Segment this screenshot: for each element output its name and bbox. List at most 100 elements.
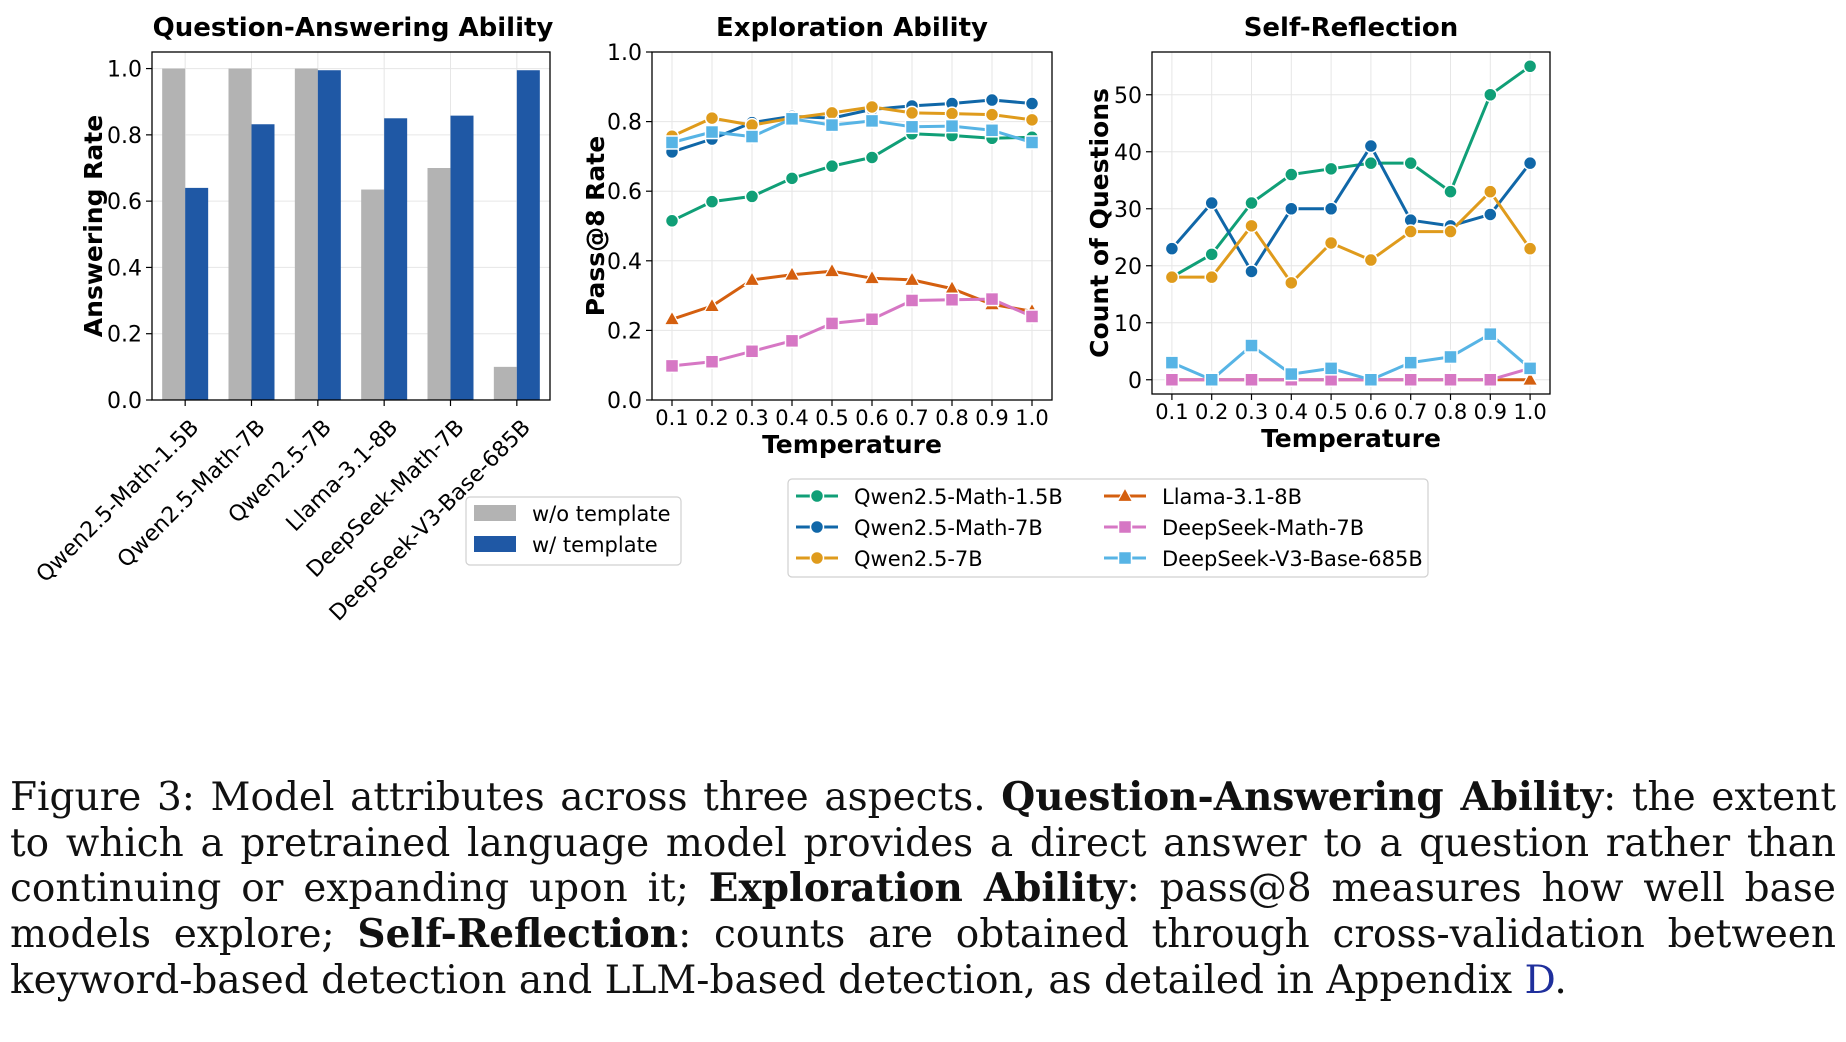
data-point	[904, 119, 920, 135]
y-tick-label: 0.8	[107, 124, 142, 149]
data-point	[863, 268, 881, 285]
legend-marker	[1117, 550, 1133, 566]
y-tick-label: 0.0	[107, 389, 142, 414]
data-point	[1363, 372, 1379, 387]
legend-label: w/o template	[532, 502, 671, 526]
x-tick-label: 0.4	[1275, 400, 1308, 424]
data-point	[1522, 241, 1538, 256]
data-point	[823, 262, 841, 278]
legend-swatch	[474, 505, 516, 521]
data-point	[1443, 224, 1458, 239]
data-point	[1403, 224, 1418, 239]
figure-3-panels: Qwen2.5-Math-1.5B Qwen2.5-Math-7B Qwen2.5-…	[32, 13, 1551, 626]
appendix-link[interactable]: D	[1524, 957, 1555, 1003]
chart-exploration-ability: 0.0 0.2 0.4 0.6 0.8 1.0 0.1 0.2 0.3 0.4 0.5 0.6 0.7 0…	[581, 13, 1053, 459]
data-point	[1204, 195, 1219, 211]
data-point	[1363, 155, 1379, 171]
bar-w-template	[251, 124, 275, 400]
line-legend: Qwen2.5-Math-1.5B Qwen2.5-Math-7B Qwen2.5-…	[787, 478, 1429, 578]
data-point	[1443, 349, 1458, 365]
y-tick-label: 0.2	[607, 319, 642, 344]
caption-term-qa: Question-Answering Ability	[1001, 774, 1604, 820]
axes-frame	[151, 51, 551, 401]
data-point	[664, 135, 680, 150]
series-line	[671, 117, 1033, 144]
series-line	[1171, 332, 1532, 382]
legend-item: Qwen2.5-Math-1.5B	[796, 485, 1063, 509]
legend-marker	[1116, 486, 1134, 503]
data-point	[1483, 207, 1498, 222]
data-point	[1403, 355, 1418, 370]
data-point	[1244, 338, 1259, 353]
data-point	[1522, 59, 1538, 74]
data-point	[703, 296, 721, 313]
data-point	[1323, 235, 1339, 251]
legend-item: DeepSeek-Math-7B	[1104, 516, 1364, 540]
chart-title: Self-Reflection	[1244, 13, 1459, 43]
data-point	[784, 171, 800, 186]
data-point	[1284, 366, 1299, 382]
data-point	[1024, 112, 1040, 128]
data-point	[1204, 372, 1219, 387]
series-qwen2-5-math-1-5b	[1164, 59, 1538, 285]
data-point	[704, 124, 720, 140]
series-line	[1171, 190, 1532, 285]
data-point	[704, 194, 720, 209]
chart-title: Question-Answering Ability	[153, 13, 554, 43]
y-tick-label: 0.6	[107, 190, 142, 215]
series-line	[671, 98, 1033, 154]
legend-swatch	[474, 536, 516, 552]
series-deepseek-v3-base-685b	[1164, 326, 1538, 387]
legend-marker	[1117, 519, 1133, 535]
series-deepseek-math-7b	[664, 291, 1040, 374]
data-point	[1443, 184, 1458, 199]
axes-frame	[651, 51, 1053, 401]
data-point	[904, 105, 920, 121]
data-point	[864, 99, 880, 115]
x-tick-label: 0.9	[1474, 400, 1507, 424]
data-point	[1164, 241, 1180, 256]
data-point	[1483, 326, 1498, 342]
y-axis-label: Answering Rate	[79, 115, 108, 337]
series-qwen2-5-7b	[664, 99, 1040, 144]
y-tick-label: 0.0	[607, 389, 642, 414]
figure-caption: Figure 3: Model attributes across three …	[10, 774, 1836, 1003]
y-tick-label: 1.0	[607, 41, 642, 66]
data-point	[1483, 87, 1498, 102]
data-point	[944, 118, 960, 134]
data-point	[704, 354, 720, 369]
bar-w-template	[450, 115, 474, 401]
data-point	[1204, 269, 1219, 285]
data-point	[1024, 96, 1040, 111]
legend-item: DeepSeek-V3-Base-685B	[1104, 547, 1423, 571]
bar-wo-template	[361, 189, 385, 400]
data-point	[1244, 264, 1259, 279]
data-point	[1244, 372, 1259, 387]
x-tick-label: 0.1	[655, 406, 688, 430]
data-point	[784, 111, 800, 127]
x-tick-label: 1.0	[1015, 406, 1048, 430]
data-point	[864, 312, 880, 327]
legend-marker	[809, 519, 825, 535]
data-point	[1521, 370, 1539, 386]
x-tick-label: 0.8	[935, 406, 968, 430]
data-point	[1164, 269, 1180, 285]
x-tick-label: 0.5	[815, 406, 848, 430]
data-point	[1284, 275, 1299, 291]
y-tick-label: 0.4	[607, 250, 642, 275]
data-point	[1164, 355, 1180, 370]
x-tick-label: 0.4	[775, 406, 808, 430]
bar-wo-template	[493, 366, 517, 400]
caption-end: .	[1554, 957, 1567, 1003]
bar-w-template	[516, 70, 540, 400]
y-tick-label: 1.0	[107, 58, 142, 83]
legend-label: Qwen2.5-Math-1.5B	[854, 485, 1063, 509]
x-tick-label: 0.2	[695, 406, 728, 430]
data-point	[744, 189, 760, 204]
legend-label: w/ template	[532, 533, 658, 557]
data-point	[1483, 184, 1498, 199]
legend-label: Llama-3.1-8B	[1162, 485, 1302, 509]
series-line	[671, 132, 1033, 223]
bar-wo-template	[427, 168, 451, 400]
x-tick-label: 0.3	[735, 406, 768, 430]
